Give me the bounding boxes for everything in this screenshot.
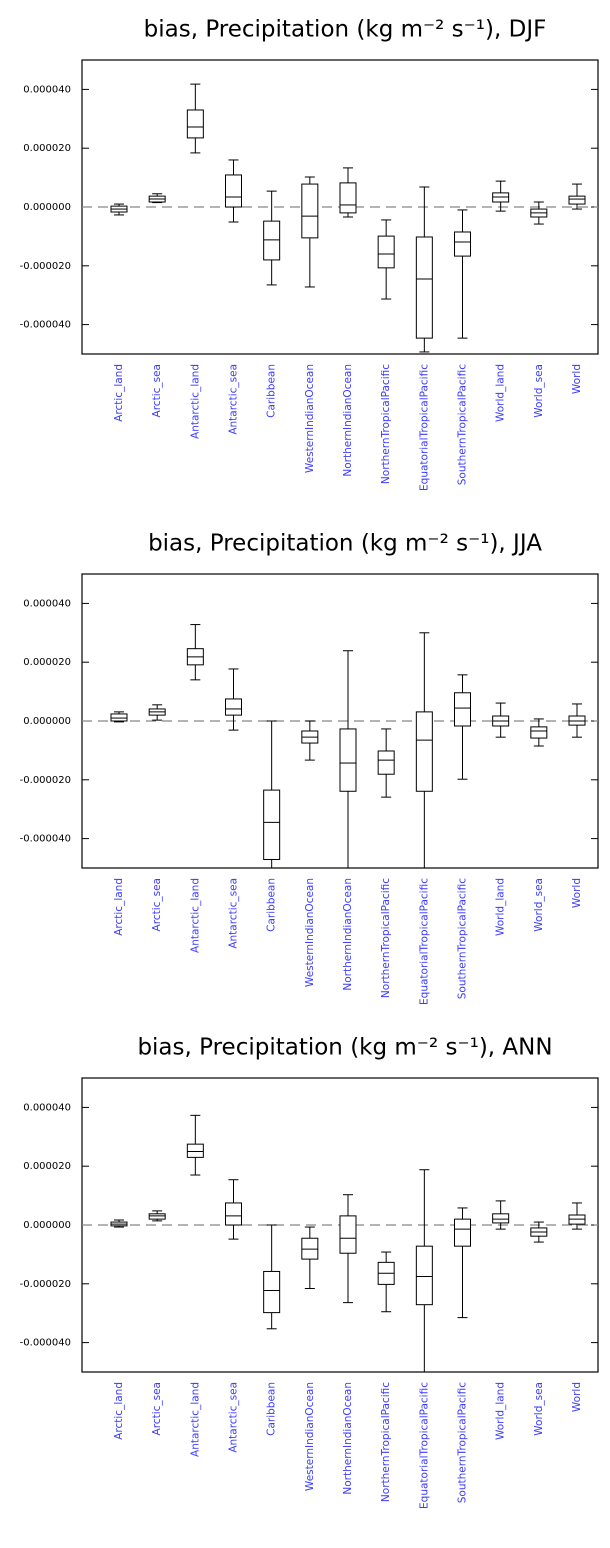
x-tick-label: World_land xyxy=(495,364,507,422)
x-tick-label: Arctic_sea xyxy=(151,1382,163,1435)
box xyxy=(186,1143,204,1158)
x-tick-label: SouthernTropicalPacific xyxy=(457,1382,469,1503)
x-tick-label: Arctic_land xyxy=(113,1382,125,1440)
x-tick-label: EquatorialTropicalPacific xyxy=(418,1382,430,1509)
y-tick-label: 0.000040 xyxy=(23,84,71,95)
x-tick-label: Arctic_land xyxy=(113,878,125,936)
y-tick-label: 0.000000 xyxy=(23,716,71,727)
x-tick-label: SouthernTropicalPacific xyxy=(457,878,469,999)
x-tick-label: NorthernTropicalPacific xyxy=(380,364,392,484)
box xyxy=(415,1245,433,1306)
x-tick-label: NorthernIndianOcean xyxy=(342,878,354,991)
y-tick-label: -0.000020 xyxy=(20,775,71,786)
y-tick-label: -0.000040 xyxy=(20,1338,71,1349)
x-tick-label: SouthernTropicalPacific xyxy=(457,364,469,485)
x-tick-label: World xyxy=(571,878,583,908)
x-tick-label: Arctic_sea xyxy=(151,364,163,417)
y-tick-label: -0.000040 xyxy=(20,320,71,331)
box xyxy=(454,1218,471,1247)
x-tick-label: Caribbean xyxy=(266,364,278,418)
box xyxy=(339,1215,357,1254)
x-tick-label: Arctic_land xyxy=(113,364,125,422)
x-tick-label: World_land xyxy=(495,878,507,936)
box xyxy=(263,789,281,860)
box xyxy=(415,711,433,792)
y-tick-label: 0.000000 xyxy=(23,1220,71,1231)
x-tick-label: EquatorialTropicalPacific xyxy=(418,878,430,1005)
y-tick-label: 0.000020 xyxy=(23,143,71,154)
x-tick-label: World_land xyxy=(495,1382,507,1440)
x-tick-label: WesternIndianOcean xyxy=(304,364,316,473)
y-tick-label: -0.000040 xyxy=(20,834,71,845)
x-tick-label: Antarctic_land xyxy=(189,1382,201,1457)
x-tick-label: World xyxy=(571,1382,583,1412)
chart-title: bias, Precipitation (kg m⁻² s⁻¹), DJF xyxy=(144,17,547,43)
x-tick-label: NorthernTropicalPacific xyxy=(380,1382,392,1502)
x-tick-label: World_sea xyxy=(533,364,545,418)
box xyxy=(454,231,471,257)
box xyxy=(530,726,548,739)
x-tick-label: World_sea xyxy=(533,878,545,932)
x-tick-label: World_sea xyxy=(533,1382,545,1436)
y-tick-label: -0.000020 xyxy=(20,1279,71,1290)
box xyxy=(339,728,357,792)
x-tick-label: NorthernIndianOcean xyxy=(342,1382,354,1495)
y-tick-label: 0.000020 xyxy=(23,657,71,668)
y-tick-label: 0.000040 xyxy=(23,1102,71,1113)
x-tick-label: WesternIndianOcean xyxy=(304,878,316,987)
x-tick-label: Caribbean xyxy=(266,1382,278,1436)
box xyxy=(225,1202,242,1226)
box xyxy=(415,236,433,339)
x-tick-label: Caribbean xyxy=(266,878,278,932)
box xyxy=(110,713,128,722)
x-tick-label: World xyxy=(571,364,583,394)
box xyxy=(186,109,204,139)
x-tick-label: Antarctic_sea xyxy=(228,364,240,435)
x-tick-label: NorthernTropicalPacific xyxy=(380,878,392,998)
box xyxy=(263,1270,281,1314)
box xyxy=(454,692,471,727)
chart-title: bias, Precipitation (kg m⁻² s⁻¹), JJA xyxy=(148,531,542,557)
y-tick-label: 0.000040 xyxy=(23,598,71,609)
x-tick-label: Arctic_sea xyxy=(151,878,163,931)
x-tick-label: NorthernIndianOcean xyxy=(342,364,354,477)
x-tick-label: Antarctic_land xyxy=(189,878,201,953)
x-tick-label: EquatorialTropicalPacific xyxy=(418,364,430,491)
y-tick-label: 0.000000 xyxy=(23,202,71,213)
box xyxy=(377,235,395,269)
box xyxy=(301,183,319,239)
box xyxy=(339,182,357,214)
box xyxy=(263,220,281,261)
y-tick-label: 0.000020 xyxy=(23,1161,71,1172)
x-tick-label: Antarctic_sea xyxy=(228,878,240,949)
box xyxy=(377,750,395,775)
x-tick-label: Antarctic_land xyxy=(189,364,201,439)
box xyxy=(225,174,242,208)
box xyxy=(148,1213,166,1220)
y-tick-label: -0.000020 xyxy=(20,261,71,272)
x-tick-label: WesternIndianOcean xyxy=(304,1382,316,1491)
x-tick-label: Antarctic_sea xyxy=(228,1382,240,1453)
box xyxy=(225,698,242,716)
chart-title: bias, Precipitation (kg m⁻² s⁻¹), ANN xyxy=(137,1035,552,1061)
box xyxy=(492,1213,510,1224)
box xyxy=(568,195,586,205)
